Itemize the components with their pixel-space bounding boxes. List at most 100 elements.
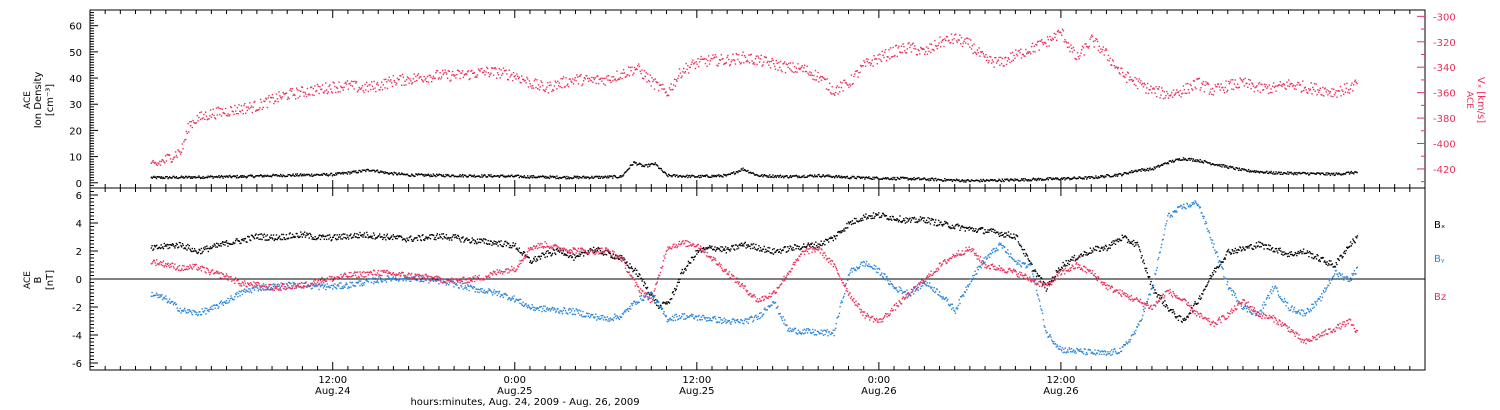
- bottom-bx-series-point: [297, 235, 299, 237]
- top-density-series-point: [913, 177, 915, 179]
- bottom-by-series-point: [228, 300, 231, 302]
- top-vx-series-point: [1036, 44, 1038, 46]
- bottom-bx-series-point: [816, 246, 819, 249]
- bottom-bx-series-point: [311, 238, 313, 240]
- bottom-bx-series-point: [923, 217, 925, 219]
- top-density-series-point: [343, 171, 345, 174]
- top-vx-series-point: [1005, 63, 1008, 66]
- bottom-bx-series-point: [759, 247, 762, 249]
- top-density-series-point: [189, 176, 191, 178]
- top-vx-series-point: [325, 82, 327, 84]
- top-density-series-point: [1272, 173, 1274, 175]
- top-density-series-point: [708, 176, 710, 178]
- top-density-series-point: [369, 170, 371, 172]
- bottom-bx-series-point: [829, 237, 831, 240]
- bottom-bx-series-point: [363, 232, 366, 234]
- bottom-bx-series-point: [630, 266, 633, 268]
- top-vx-series-point: [1153, 88, 1155, 90]
- top-density-series-point: [1134, 170, 1136, 172]
- bottom-bx-series-point: [334, 234, 336, 236]
- top-density-series-point: [1094, 177, 1096, 179]
- bottom-bx-series-point: [792, 246, 794, 249]
- bottom-by-series-point: [182, 310, 184, 312]
- bottom-bx-series-point: [234, 240, 237, 242]
- top-density-series-point: [1012, 179, 1014, 181]
- top-density-series-point: [1151, 168, 1154, 170]
- top-density-series-point: [928, 179, 930, 182]
- top-vx-series-point: [542, 89, 545, 91]
- top-density-series-point: [548, 177, 551, 180]
- top-vx-series-point: [778, 61, 780, 64]
- top-vx-series-point: [163, 161, 165, 163]
- top-density-series-point: [908, 178, 910, 180]
- top-vx-series-point: [930, 43, 933, 45]
- top-density-series-point: [428, 174, 430, 177]
- top-density-series-point: [604, 175, 606, 177]
- bottom-bx-series-point: [555, 253, 557, 256]
- top-vx-series-point: [1290, 82, 1292, 85]
- bottom-by-series-point: [266, 289, 268, 291]
- top-vx-series-point: [212, 108, 214, 110]
- top-vx-series-point: [1272, 82, 1275, 84]
- bottom-by-series-point: [186, 312, 188, 314]
- bottom-bx-series-point: [306, 234, 309, 236]
- top-vx-series-point: [919, 53, 921, 55]
- bottom-bx-series-point: [1354, 242, 1356, 244]
- top-vx-series-point: [1040, 40, 1042, 42]
- top-vx-series-point: [944, 38, 946, 40]
- bottom-bx-series-point: [568, 255, 570, 257]
- bottom-bx-series-point: [885, 215, 888, 217]
- top-density-series-point: [239, 176, 241, 178]
- bottom-by-series-point: [274, 283, 276, 285]
- bottom-bx-series-point: [1088, 252, 1090, 254]
- bottom-bx-series-point: [266, 234, 269, 236]
- top-vx-series-point: [396, 82, 398, 84]
- top-vx-series-point: [606, 75, 608, 77]
- bottom-bx-series-point: [859, 218, 862, 220]
- top-density-series-point: [1197, 160, 1200, 162]
- top-vx-series-point: [934, 39, 936, 42]
- bottom-bx-series-point: [1323, 261, 1325, 263]
- bottom-bx-series-point: [714, 246, 716, 248]
- top-vx-series-point: [1134, 76, 1136, 79]
- top-vx-series-point: [1197, 78, 1199, 80]
- top-vx-series-point: [855, 70, 858, 72]
- top-density-series-point: [905, 177, 908, 179]
- bottom-bx-series-point: [517, 250, 520, 252]
- bottom-bx-series-point: [1004, 232, 1006, 234]
- top-density-series-point: [1191, 158, 1193, 160]
- top-density-series-point: [221, 175, 223, 178]
- top-density-series-point: [627, 168, 630, 170]
- top-vx-series-point: [1067, 42, 1070, 44]
- top-density-series-point: [515, 175, 517, 177]
- bottom-bx-series-point: [697, 251, 699, 253]
- bottom-bx-series-point: [1301, 253, 1303, 255]
- top-density-series-point: [1270, 170, 1272, 173]
- bottom-by-series-point: [353, 285, 355, 287]
- bottom-bx-series-point: [253, 238, 256, 240]
- top-density-series-point: [352, 171, 354, 173]
- top-vx-series-point: [194, 122, 196, 124]
- bottom-bx-series-point: [372, 237, 374, 240]
- bottom-bx-series-point: [338, 236, 340, 238]
- bottom-bx-series-point: [786, 251, 788, 253]
- bottom-bx-series-point: [1202, 290, 1205, 292]
- bottom-bx-series-point: [746, 246, 749, 248]
- bottom-bx-series-point: [1119, 239, 1121, 241]
- top-vx-series-point: [886, 56, 888, 58]
- top-density-series-point: [915, 178, 917, 180]
- top-density-series-point: [510, 174, 512, 177]
- bottom-bx-series-point: [811, 242, 813, 244]
- top-vx-series-point: [923, 48, 925, 51]
- bottom-bx-series-point: [416, 237, 418, 239]
- top-density-series-point: [268, 175, 270, 177]
- bottom-bx-series-point: [952, 227, 954, 229]
- bottom-bx-series-point: [373, 234, 376, 236]
- bottom-bx-series-point: [1170, 308, 1172, 311]
- top-density-series-point: [777, 174, 779, 177]
- bottom-bx-series-point: [425, 236, 427, 238]
- top-density-series-point: [1154, 167, 1156, 170]
- top-vx-series-point: [517, 77, 520, 80]
- bottom-bx-series-point: [185, 245, 187, 247]
- bottom-bx-series-point: [153, 248, 155, 250]
